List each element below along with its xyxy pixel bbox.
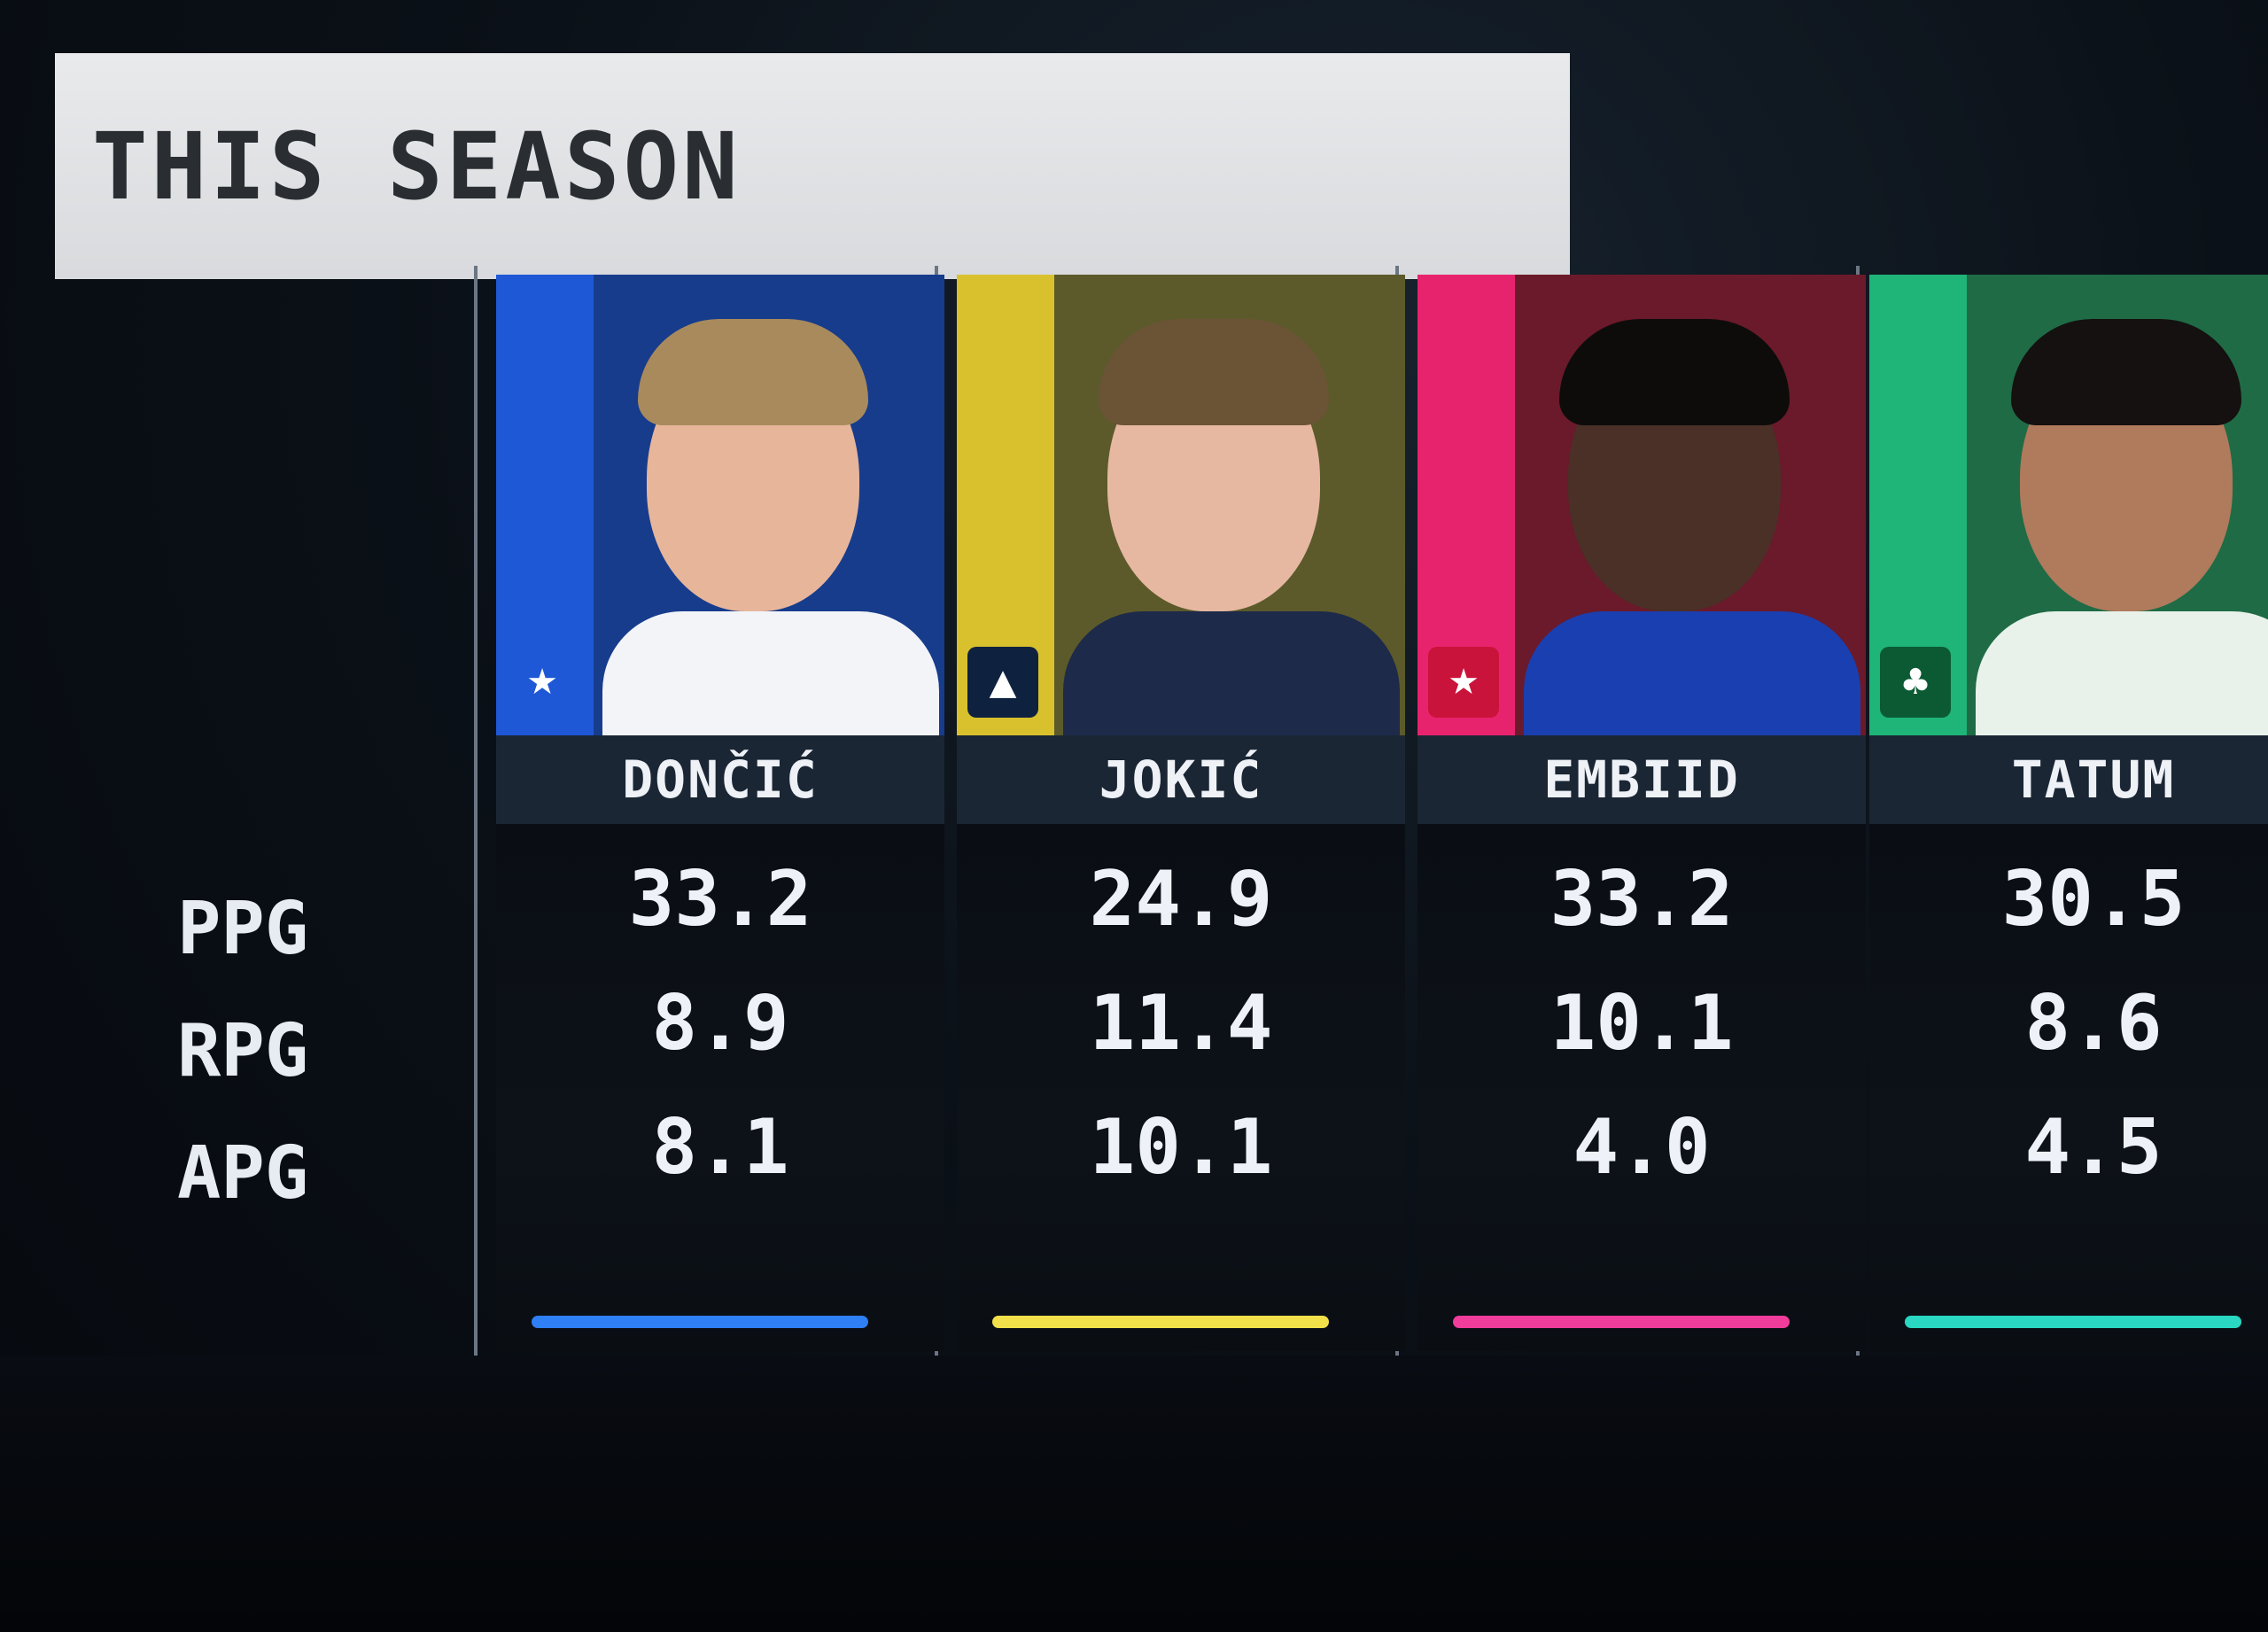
stat-apg: 8.1 [651, 1103, 789, 1192]
player-stats: 33.2 8.9 8.1 [496, 824, 944, 1351]
player-stats: 24.9 11.4 10.1 [957, 824, 1405, 1351]
nuggets-logo-icon: ▲ [967, 647, 1038, 718]
stat-labels: PPG RPG APG [177, 868, 337, 1235]
player-stats: 33.2 10.1 4.0 [1418, 824, 1866, 1351]
page-title: THIS SEASON [92, 112, 742, 221]
player-hair [1099, 319, 1329, 425]
player-portrait: ♣ [1869, 275, 2268, 735]
player-stats: 30.5 8.6 4.5 [1869, 824, 2268, 1351]
stat-rpg: 11.4 [1089, 979, 1273, 1068]
stat-rpg: 8.9 [651, 979, 789, 1068]
jersey [602, 611, 939, 735]
jersey [1524, 611, 1860, 735]
player-name-bar: DONČIĆ [496, 735, 944, 824]
column-divider [474, 266, 478, 1356]
team-accent-line [992, 1316, 1329, 1328]
stat-label-ppg: PPG [177, 887, 309, 971]
team-color-strip [496, 275, 594, 735]
player-portrait: ★ [496, 275, 944, 735]
mavericks-logo-icon: ★ [526, 662, 558, 703]
screen-bezel-bottom [0, 1356, 2268, 1632]
jersey [1976, 611, 2268, 735]
player-name: TATUM [2011, 750, 2176, 810]
stat-apg: 10.1 [1089, 1103, 1273, 1192]
stat-ppg: 30.5 [2001, 855, 2186, 944]
stat-ppg: 33.2 [628, 855, 812, 944]
stat-rpg: 8.6 [2024, 979, 2163, 1068]
player-card-jokic: ▲ JOKIĆ 24.9 11.4 10.1 [957, 275, 1405, 1351]
stat-apg: 4.0 [1573, 1103, 1711, 1192]
player-card-embiid: ★ EMBIID 33.2 10.1 4.0 [1418, 275, 1866, 1351]
player-name: JOKIĆ [1099, 750, 1263, 810]
player-portrait: ★ [1418, 275, 1866, 735]
player-hair [2011, 319, 2241, 425]
player-card-tatum: ♣ TATUM 30.5 8.6 4.5 [1869, 275, 2268, 1351]
team-accent-line [532, 1316, 868, 1328]
player-card-doncic: ★ DONČIĆ 33.2 8.9 8.1 [496, 275, 944, 1351]
player-name: DONČIĆ [622, 750, 819, 810]
stat-label-apg: APG [177, 1131, 309, 1216]
player-hair [638, 319, 868, 425]
stat-ppg: 33.2 [1550, 855, 1734, 944]
player-portrait: ▲ [957, 275, 1405, 735]
sixers-logo-icon: ★ [1428, 647, 1499, 718]
player-name-bar: EMBIID [1418, 735, 1866, 824]
stat-label-rpg: RPG [177, 1009, 309, 1093]
jersey [1063, 611, 1400, 735]
player-hair [1559, 319, 1790, 425]
stat-rpg: 10.1 [1550, 979, 1734, 1068]
celtics-logo-icon: ♣ [1880, 647, 1951, 718]
stat-apg: 4.5 [2024, 1103, 2163, 1192]
player-name: EMBIID [1543, 750, 1740, 810]
team-accent-line [1905, 1316, 2241, 1328]
stat-ppg: 24.9 [1089, 855, 1273, 944]
team-accent-line [1453, 1316, 1790, 1328]
player-name-bar: TATUM [1869, 735, 2268, 824]
player-name-bar: JOKIĆ [957, 735, 1405, 824]
title-banner: THIS SEASON [55, 53, 1570, 279]
